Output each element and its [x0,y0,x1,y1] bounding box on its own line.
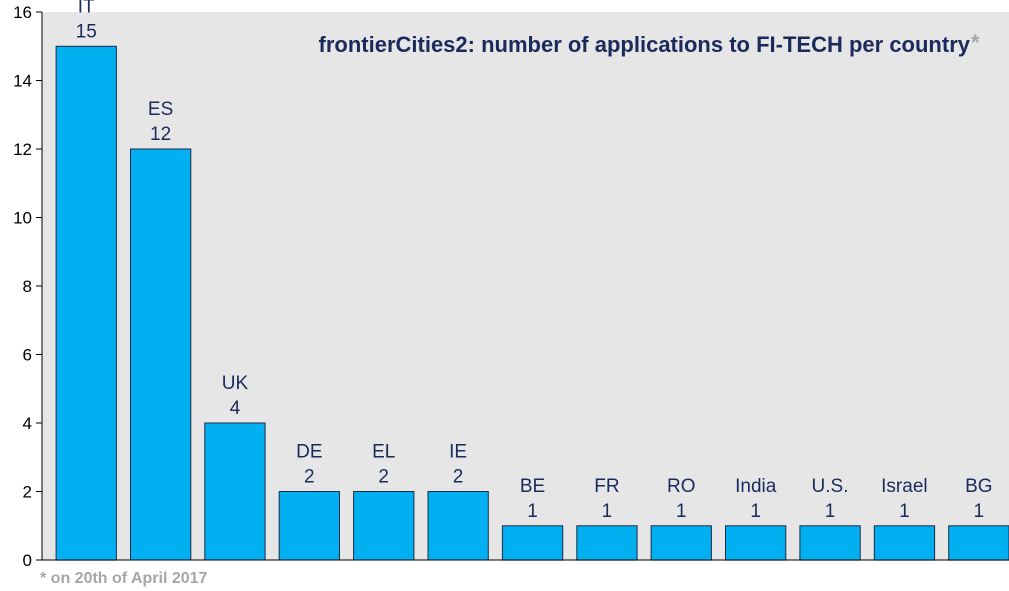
bar-category-label: BG [965,476,992,497]
bar-category-label: ES [148,99,173,120]
bar-be [501,525,564,561]
bar-israel [873,525,936,561]
y-tick-label: 10 [13,209,32,228]
bar-value-label: 1 [602,501,613,522]
bar-category-label: IE [449,442,467,463]
chart-title-marker: * [971,30,980,55]
y-tick-label: 4 [23,414,32,433]
bar-value-label: 1 [750,501,761,522]
y-tick-label: 8 [23,277,32,296]
bar-category-label: FR [594,476,619,497]
bar-ie [427,491,489,561]
bar-value-label: 2 [304,467,315,488]
y-tick-label: 2 [23,483,32,502]
bar-category-label: RO [667,476,696,497]
plot-area [42,12,1009,560]
bar-category-label: IT [78,0,95,17]
bar-value-label: 2 [378,467,389,488]
bar-fr [576,525,638,561]
y-tick-label: 6 [23,346,32,365]
bar-category-label: BE [520,476,545,497]
bar-u-s [799,525,861,561]
bar-ro [650,525,712,561]
bar-india [725,525,787,561]
y-tick-label: 12 [13,140,32,159]
bar-category-label: UK [222,373,249,394]
bar-value-label: 15 [76,21,97,42]
bar-es [130,148,192,561]
bar-it [55,45,117,561]
bar-uk [204,422,266,561]
bar-de [278,491,341,561]
bar-category-label: India [735,476,777,497]
y-tick-label: 0 [23,551,32,570]
bar-labels: IT 15 ES 12 UK 4 DE 2 EL 2 IE 2 BE 1 FR 1 RO 1 India 1 U.S. 1… [76,0,993,522]
bar-value-label: 12 [150,124,171,145]
chart-title: frontierCities2: number of applications … [319,32,971,57]
y-tick-label: 14 [13,72,32,91]
bar-el [353,491,415,561]
bar-value-label: 1 [899,501,910,522]
bar-value-label: 1 [527,501,538,522]
bar-value-label: 4 [230,398,241,419]
chart-footnote: * on 20th of April 2017 [40,570,208,587]
bar-category-label: DE [296,442,322,463]
bar-value-label: 1 [676,501,687,522]
bar-category-label: EL [372,442,395,463]
y-axis-ticks: 0 2 4 6 8 10 12 14 16 [13,3,42,570]
bar-bg [948,525,1009,561]
bars [55,45,1009,561]
bar-value-label: 2 [453,467,464,488]
bar-value-label: 1 [825,501,836,522]
bar-category-label: Israel [881,476,927,497]
y-tick-label: 16 [13,3,32,22]
bar-value-label: 1 [974,501,985,522]
bar-category-label: U.S. [812,476,849,497]
